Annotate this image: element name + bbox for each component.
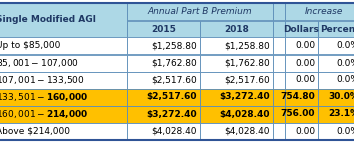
Text: $1,258.80: $1,258.80 [224, 41, 270, 51]
Text: 0.0%: 0.0% [336, 59, 354, 67]
Bar [0, 3, 127, 37]
Text: 2018: 2018 [224, 25, 249, 34]
Bar [0, 106, 127, 123]
Bar [127, 20, 200, 37]
Bar [285, 88, 318, 106]
Bar [200, 72, 273, 88]
Bar [318, 72, 354, 88]
Bar [0, 72, 127, 88]
Bar [285, 3, 354, 20]
Bar [273, 106, 285, 123]
Text: Up to $85,000: Up to $85,000 [0, 41, 61, 51]
Bar [273, 3, 285, 20]
Text: Increase: Increase [304, 7, 343, 16]
Bar [200, 37, 273, 55]
Bar [273, 55, 285, 72]
Text: Dollars: Dollars [284, 25, 319, 34]
Text: $133,501 - $160,000: $133,501 - $160,000 [0, 91, 88, 103]
Bar [0, 123, 127, 139]
Text: $1,762.80: $1,762.80 [224, 59, 270, 67]
Bar [200, 20, 273, 37]
Bar [127, 3, 273, 20]
Text: $2,517.60: $2,517.60 [147, 92, 197, 102]
Bar [318, 20, 354, 37]
Bar [0, 37, 127, 55]
Text: 754.80: 754.80 [280, 92, 315, 102]
Text: $85,001 - $107,000: $85,001 - $107,000 [0, 57, 79, 69]
Text: 0.0%: 0.0% [336, 127, 354, 135]
Text: 0.00: 0.00 [295, 59, 315, 67]
Bar [273, 72, 285, 88]
Text: 23.1%: 23.1% [328, 109, 354, 119]
Bar [273, 20, 285, 37]
Text: $3,272.40: $3,272.40 [219, 92, 270, 102]
Text: $1,258.80: $1,258.80 [151, 41, 197, 51]
Bar [200, 123, 273, 139]
Bar [0, 88, 127, 106]
Bar [285, 20, 318, 37]
Text: 0.0%: 0.0% [336, 76, 354, 84]
Text: 2015: 2015 [151, 25, 176, 34]
Text: $4,028.40: $4,028.40 [152, 127, 197, 135]
Text: Percent: Percent [320, 25, 354, 34]
Text: $160,001 - $214,000: $160,001 - $214,000 [0, 108, 88, 120]
Text: 0.00: 0.00 [295, 76, 315, 84]
Bar [127, 88, 200, 106]
Text: $107,001 - $133,500: $107,001 - $133,500 [0, 74, 85, 86]
Bar [273, 123, 285, 139]
Bar [127, 55, 200, 72]
Text: 0.00: 0.00 [295, 41, 315, 51]
Bar [273, 88, 285, 106]
Bar [127, 106, 200, 123]
Text: $1,762.80: $1,762.80 [151, 59, 197, 67]
Text: $2,517.60: $2,517.60 [151, 76, 197, 84]
Text: 30.0%: 30.0% [328, 92, 354, 102]
Text: $4,028.40: $4,028.40 [224, 127, 270, 135]
Text: 0.0%: 0.0% [336, 41, 354, 51]
Bar [0, 55, 127, 72]
Bar [285, 37, 318, 55]
Bar [318, 37, 354, 55]
Text: $3,272.40: $3,272.40 [146, 109, 197, 119]
Text: $2,517.60: $2,517.60 [224, 76, 270, 84]
Text: Annual Part B Premium: Annual Part B Premium [148, 7, 252, 16]
Text: $4,028.40: $4,028.40 [219, 109, 270, 119]
Bar [285, 123, 318, 139]
Bar [200, 55, 273, 72]
Bar [200, 106, 273, 123]
Bar [127, 123, 200, 139]
Bar [127, 37, 200, 55]
Text: Single Modified AGI: Single Modified AGI [0, 15, 96, 25]
Bar [318, 88, 354, 106]
Text: Above $214,000: Above $214,000 [0, 127, 70, 135]
Bar [318, 106, 354, 123]
Bar [285, 55, 318, 72]
Bar [285, 106, 318, 123]
Bar [285, 72, 318, 88]
Bar [200, 88, 273, 106]
Bar [127, 72, 200, 88]
Text: 0.00: 0.00 [295, 127, 315, 135]
Text: 756.00: 756.00 [280, 109, 315, 119]
Bar [318, 123, 354, 139]
Bar [318, 55, 354, 72]
Bar [273, 37, 285, 55]
